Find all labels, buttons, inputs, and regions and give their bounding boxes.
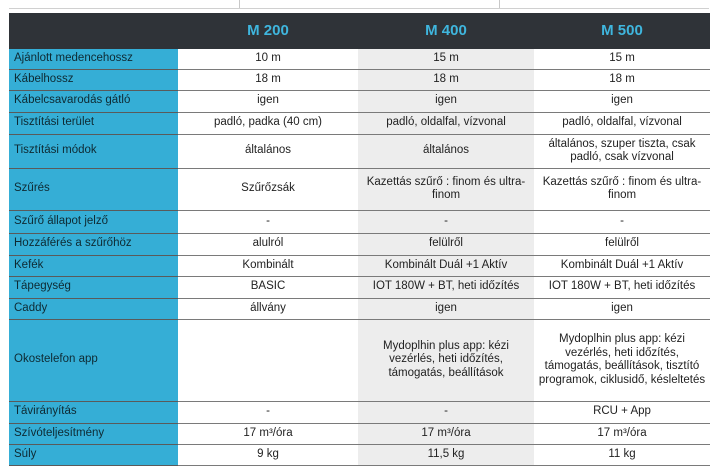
cell-m200: padló, padka (40 cm)	[178, 112, 358, 135]
cell-m500: Mydoplhin plus app: kézi vezérlés, heti …	[534, 319, 710, 402]
cell-m500: Kombinált Duál +1 Aktív	[534, 255, 710, 277]
row-label: Tápegység	[9, 276, 178, 299]
cell-m500: Kazettás szűrő : finom és ultra-finom	[534, 168, 710, 211]
cell-m200: általános	[178, 134, 358, 169]
cell-m500: igen	[534, 298, 710, 320]
cell-m200: Kombinált	[178, 255, 358, 277]
table-row: Szívóteljesítmény 17 m³/óra 17 m³/óra 17…	[9, 423, 710, 445]
cell-m400: igen	[358, 90, 534, 113]
cell-m400: felülről	[358, 233, 534, 256]
top-divider-tick	[499, 0, 500, 8]
table-row: Kefék Kombinált Kombinált Duál +1 Aktív …	[9, 255, 710, 277]
cell-m500: padló, oldalfal, vízvonal	[534, 112, 710, 135]
cell-m200: alulról	[178, 233, 358, 256]
cell-m200	[178, 319, 358, 402]
cell-m500: 17 m³/óra	[534, 423, 710, 445]
cell-m200: 18 m	[178, 69, 358, 91]
cell-m200: BASIC	[178, 276, 358, 299]
cell-m200: állvány	[178, 298, 358, 320]
row-label: Ajánlott medencehossz	[9, 48, 178, 70]
cell-m400: Mydoplhin plus app: kézi vezérlés, heti …	[358, 319, 534, 402]
table-row: Szűrés Szűrőzsák Kazettás szűrő : finom …	[9, 168, 710, 211]
header-corner	[9, 13, 178, 49]
cell-m400: 15 m	[358, 48, 534, 70]
cell-m200: 9 kg	[178, 444, 358, 466]
table-row: Súly 9 kg 11,5 kg 11 kg	[9, 444, 710, 466]
row-label: Caddy	[9, 298, 178, 320]
table-row: Okostelefon app Mydoplhin plus app: kézi…	[9, 319, 710, 402]
cell-m200: -	[178, 210, 358, 234]
cell-m500: IOT 180W + BT, heti időzítés	[534, 276, 710, 299]
row-label: Kábelcsavarodás gátló	[9, 90, 178, 113]
table-row: Tápegység BASIC IOT 180W + BT, heti időz…	[9, 276, 710, 299]
cell-m200: -	[178, 401, 358, 424]
cell-m500: -	[534, 210, 710, 234]
cell-m400: igen	[358, 298, 534, 320]
model-header-m500: M 500	[534, 13, 710, 49]
table-row: Szűrő állapot jelző - - -	[9, 210, 710, 234]
cell-m500: igen	[534, 90, 710, 113]
row-label: Szívóteljesítmény	[9, 423, 178, 445]
cell-m400: általános	[358, 134, 534, 169]
cell-m200: Szűrőzsák	[178, 168, 358, 211]
row-label: Kábelhossz	[9, 69, 178, 91]
cell-m400: 11,5 kg	[358, 444, 534, 466]
table-row: Ajánlott medencehossz 10 m 15 m 15 m	[9, 48, 710, 70]
cell-m400: 17 m³/óra	[358, 423, 534, 445]
table-row: Kábelhossz 18 m 18 m 18 m	[9, 69, 710, 91]
row-label: Szűrés	[9, 168, 178, 211]
comparison-table: M 200 M 400 M 500 Ajánlott medencehossz …	[9, 13, 710, 466]
cell-m400: -	[358, 401, 534, 424]
row-label: Okostelefon app	[9, 319, 178, 402]
cell-m500: 11 kg	[534, 444, 710, 466]
cell-m400: Kombinált Duál +1 Aktív	[358, 255, 534, 277]
cell-m500: általános, szuper tiszta, csak padló, cs…	[534, 134, 710, 169]
row-label: Tisztítási módok	[9, 134, 178, 169]
row-label: Súly	[9, 444, 178, 466]
table-row: Hozzáférés a szűrőhöz alulról felülről f…	[9, 233, 710, 256]
cell-m400: Kazettás szűrő : finom és ultra-finom	[358, 168, 534, 211]
row-label: Távirányítás	[9, 401, 178, 424]
cell-m400: -	[358, 210, 534, 234]
top-divider-tick	[239, 0, 240, 8]
row-label: Tisztítási terület	[9, 112, 178, 135]
cell-m500: felülről	[534, 233, 710, 256]
row-label: Hozzáférés a szűrőhöz	[9, 233, 178, 256]
cell-m500: 18 m	[534, 69, 710, 91]
table-row: Távirányítás - - RCU + App	[9, 401, 710, 424]
cell-m200: igen	[178, 90, 358, 113]
cell-m400: IOT 180W + BT, heti időzítés	[358, 276, 534, 299]
row-label: Szűrő állapot jelző	[9, 210, 178, 234]
model-header-m200: M 200	[178, 13, 358, 49]
cell-m200: 10 m	[178, 48, 358, 70]
top-divider	[9, 0, 709, 9]
table-row: Caddy állvány igen igen	[9, 298, 710, 320]
table-row: Kábelcsavarodás gátló igen igen igen	[9, 90, 710, 113]
model-header-m400: M 400	[358, 13, 534, 49]
cell-m400: 18 m	[358, 69, 534, 91]
cell-m200: 17 m³/óra	[178, 423, 358, 445]
cell-m500: 15 m	[534, 48, 710, 70]
row-label: Kefék	[9, 255, 178, 277]
header-row: M 200 M 400 M 500	[9, 13, 710, 49]
cell-m500: RCU + App	[534, 401, 710, 424]
table-row: Tisztítási módok általános általános ált…	[9, 134, 710, 169]
table-row: Tisztítási terület padló, padka (40 cm) …	[9, 112, 710, 135]
cell-m400: padló, oldalfal, vízvonal	[358, 112, 534, 135]
